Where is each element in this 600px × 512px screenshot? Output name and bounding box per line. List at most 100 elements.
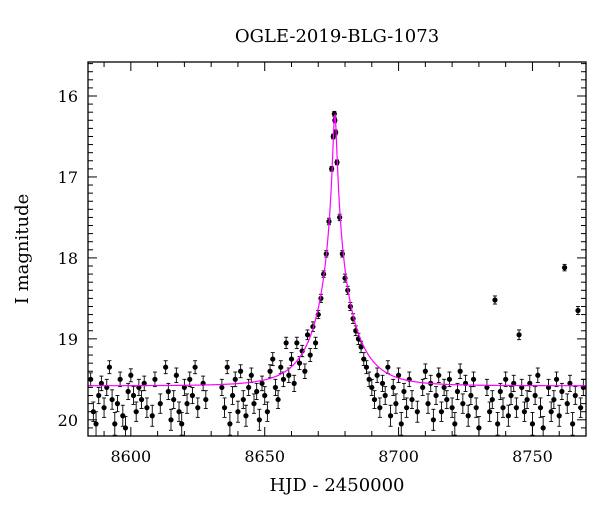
data-point — [379, 374, 386, 392]
data-point — [291, 374, 297, 392]
data-point — [251, 393, 257, 414]
data-point — [259, 375, 265, 392]
data-point — [238, 364, 244, 379]
data-point — [240, 390, 246, 409]
data-point — [106, 360, 113, 375]
data-point — [551, 390, 557, 409]
data-point — [441, 378, 447, 396]
data-point — [511, 374, 517, 392]
y-axis-ticks: 16 17 18 19 20 — [58, 63, 586, 437]
data-point — [179, 412, 185, 436]
data-point — [395, 367, 402, 384]
data-point — [304, 329, 311, 341]
y-axis-label: I magnitude — [12, 194, 33, 305]
data-point — [371, 390, 378, 409]
data-point — [473, 397, 479, 418]
data-point — [221, 397, 228, 418]
data-point — [561, 263, 568, 272]
data-point — [93, 411, 99, 436]
x-tick-label: 8650 — [244, 447, 285, 466]
data-point — [114, 395, 121, 413]
data-point — [130, 386, 137, 405]
data-point — [438, 401, 445, 422]
data-point — [492, 295, 498, 305]
data-point — [256, 408, 262, 431]
data-point — [243, 404, 249, 427]
data-point — [454, 382, 461, 401]
data-point — [219, 378, 225, 396]
data-point — [460, 393, 466, 414]
y-tick-label: 19 — [58, 330, 78, 349]
x-axis-ticks: 8600 8650 8700 8750 — [103, 62, 587, 466]
data-point — [495, 412, 501, 436]
data-point — [187, 371, 193, 388]
data-point — [312, 336, 319, 350]
data-point — [452, 412, 458, 436]
data-point — [272, 378, 279, 396]
data-point — [296, 356, 303, 371]
data-point — [433, 386, 439, 405]
data-point — [430, 408, 436, 431]
data-point — [358, 340, 364, 354]
data-point — [572, 386, 578, 405]
data-point — [264, 401, 270, 422]
data-point — [489, 390, 495, 409]
data-point — [200, 375, 206, 392]
data-point — [152, 371, 158, 388]
data-point — [503, 371, 509, 388]
data-point — [390, 378, 396, 396]
data-point — [470, 371, 477, 388]
data-point — [184, 393, 190, 414]
data-point — [173, 367, 179, 384]
data-point — [527, 374, 533, 392]
data-point — [484, 378, 490, 396]
data-point — [101, 397, 107, 418]
data-point — [409, 390, 415, 409]
data-point — [254, 382, 260, 401]
data-point — [149, 404, 155, 427]
data-point — [535, 367, 541, 384]
data-point — [168, 408, 174, 431]
data-point — [422, 363, 428, 379]
data-point — [457, 363, 463, 379]
data-point — [90, 401, 96, 422]
data-point — [165, 382, 171, 401]
data-point — [224, 360, 230, 375]
data-point — [229, 386, 236, 405]
data-point — [425, 393, 431, 414]
data-point — [462, 374, 469, 392]
data-point — [575, 306, 581, 316]
x-tick-label: 8750 — [512, 447, 553, 466]
data-point — [449, 397, 455, 418]
data-point — [363, 360, 370, 375]
data-point — [141, 375, 147, 392]
data-point — [98, 375, 104, 392]
data-point — [374, 367, 380, 384]
data-point — [235, 400, 241, 423]
model-curve — [88, 113, 586, 387]
data-point — [275, 390, 281, 409]
y-tick-label: 17 — [58, 168, 78, 187]
data-point — [366, 371, 372, 388]
data-point — [176, 401, 182, 422]
data-point — [377, 397, 383, 418]
x-axis-label: HJD - 2450000 — [269, 475, 404, 496]
data-point — [532, 386, 538, 405]
data-point — [294, 336, 300, 350]
data-point — [570, 412, 576, 436]
data-point — [133, 401, 139, 422]
data-point — [157, 393, 163, 414]
data-point — [120, 404, 126, 427]
data-point — [500, 397, 506, 418]
data-point — [96, 386, 102, 405]
data-point — [189, 386, 196, 405]
data-point — [545, 378, 552, 396]
data-point — [262, 386, 268, 405]
plot-area — [87, 61, 587, 437]
data-point — [144, 397, 150, 418]
data-point — [505, 404, 511, 427]
data-point — [203, 390, 209, 409]
data-point — [404, 397, 410, 418]
data-point — [465, 404, 471, 427]
data-point — [516, 329, 522, 341]
